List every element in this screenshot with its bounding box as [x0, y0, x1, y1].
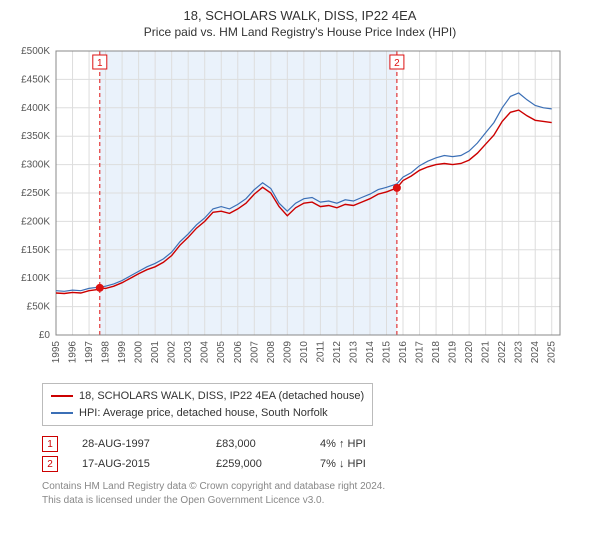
svg-text:2019: 2019: [448, 341, 459, 364]
transaction-price: £83,000: [216, 438, 296, 450]
svg-text:2023: 2023: [514, 341, 525, 364]
transaction-delta: 7% ↓ HPI: [320, 458, 366, 470]
svg-text:2007: 2007: [249, 341, 260, 364]
legend-swatch: [51, 395, 73, 397]
svg-text:2020: 2020: [464, 341, 475, 364]
footer-line: This data is licensed under the Open Gov…: [42, 494, 592, 508]
transaction-price: £259,000: [216, 458, 296, 470]
svg-text:2004: 2004: [200, 341, 211, 364]
attribution-footer: Contains HM Land Registry data © Crown c…: [42, 480, 592, 507]
transaction-date: 17-AUG-2015: [82, 458, 192, 470]
svg-text:1997: 1997: [84, 341, 95, 364]
legend-label: 18, SCHOLARS WALK, DISS, IP22 4EA (detac…: [79, 388, 364, 405]
legend-label: HPI: Average price, detached house, Sout…: [79, 405, 328, 422]
svg-text:£100K: £100K: [21, 273, 50, 284]
svg-text:2011: 2011: [315, 341, 326, 363]
svg-text:2008: 2008: [266, 341, 277, 364]
svg-text:£200K: £200K: [21, 216, 50, 227]
transaction-row: 2 17-AUG-2015 £259,000 7% ↓ HPI: [42, 456, 592, 472]
svg-text:2014: 2014: [365, 341, 376, 364]
svg-text:2010: 2010: [299, 341, 310, 364]
svg-text:2022: 2022: [497, 341, 508, 364]
legend-item: 18, SCHOLARS WALK, DISS, IP22 4EA (detac…: [51, 388, 364, 405]
svg-text:2018: 2018: [431, 341, 442, 364]
svg-text:£350K: £350K: [21, 131, 50, 142]
svg-text:£250K: £250K: [21, 188, 50, 199]
page-subtitle: Price paid vs. HM Land Registry's House …: [8, 25, 592, 39]
svg-text:2024: 2024: [530, 341, 541, 364]
svg-text:£400K: £400K: [21, 103, 50, 114]
svg-text:2009: 2009: [282, 341, 293, 364]
svg-text:£500K: £500K: [21, 46, 50, 57]
svg-text:£450K: £450K: [21, 74, 50, 85]
svg-text:2021: 2021: [481, 341, 492, 364]
svg-text:2001: 2001: [150, 341, 161, 364]
svg-text:1999: 1999: [117, 341, 128, 364]
svg-text:2017: 2017: [415, 341, 426, 364]
svg-text:2012: 2012: [332, 341, 343, 364]
transaction-marker: 2: [42, 456, 58, 472]
svg-text:2025: 2025: [547, 341, 558, 364]
svg-text:2016: 2016: [398, 341, 409, 364]
svg-text:2003: 2003: [183, 341, 194, 364]
transaction-date: 28-AUG-1997: [82, 438, 192, 450]
svg-text:£300K: £300K: [21, 160, 50, 171]
svg-text:2: 2: [394, 58, 400, 69]
svg-text:2005: 2005: [216, 341, 227, 364]
svg-text:2013: 2013: [348, 341, 359, 364]
svg-text:1996: 1996: [68, 341, 79, 364]
legend-item: HPI: Average price, detached house, Sout…: [51, 405, 364, 422]
transaction-row: 1 28-AUG-1997 £83,000 4% ↑ HPI: [42, 436, 592, 452]
footer-line: Contains HM Land Registry data © Crown c…: [42, 480, 592, 494]
legend: 18, SCHOLARS WALK, DISS, IP22 4EA (detac…: [42, 383, 373, 426]
page-title: 18, SCHOLARS WALK, DISS, IP22 4EA: [8, 8, 592, 23]
price-chart: £0 £50K £100K £150K £200K £250K £300K £350K £400…: [8, 45, 592, 375]
svg-text:2002: 2002: [167, 341, 178, 364]
transaction-marker: 1: [42, 436, 58, 452]
svg-text:£150K: £150K: [21, 245, 50, 256]
transactions-table: 1 28-AUG-1997 £83,000 4% ↑ HPI 2 17-AUG-2015 £…: [42, 436, 592, 472]
legend-swatch: [51, 412, 73, 414]
svg-text:2000: 2000: [134, 341, 145, 364]
svg-text:£0: £0: [39, 330, 51, 341]
svg-text:2015: 2015: [381, 341, 392, 364]
svg-text:2006: 2006: [233, 341, 244, 364]
svg-text:£50K: £50K: [27, 302, 51, 313]
svg-text:1998: 1998: [101, 341, 112, 364]
svg-text:1: 1: [97, 58, 103, 69]
transaction-delta: 4% ↑ HPI: [320, 438, 366, 450]
svg-text:1995: 1995: [51, 341, 62, 364]
